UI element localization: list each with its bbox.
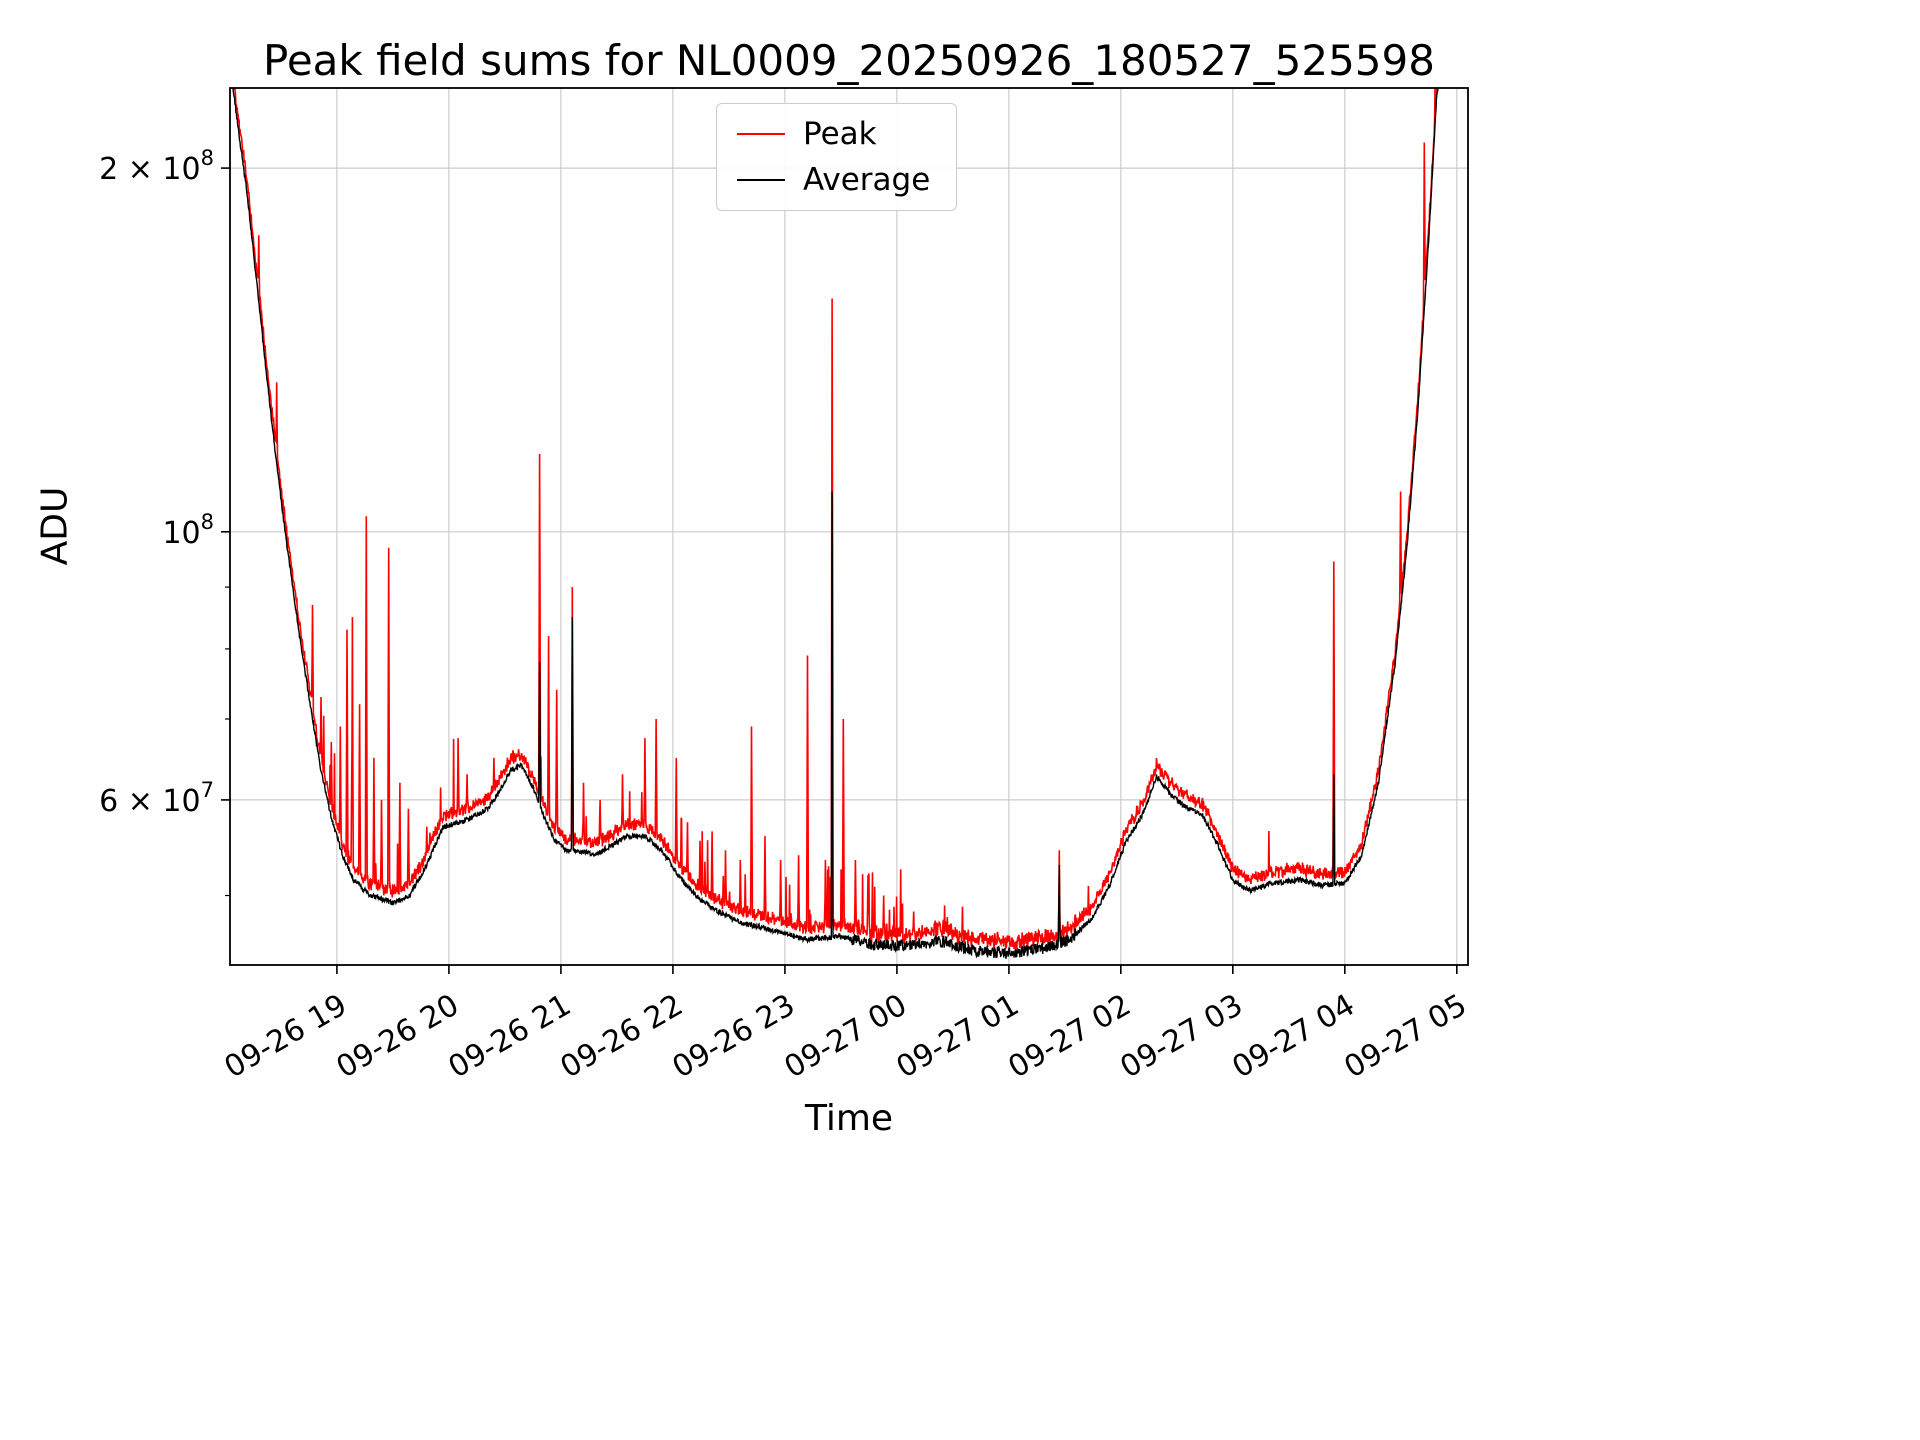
x-tick-label: 09-26 20 — [331, 988, 465, 1086]
y-tick-label: 6 × 107 — [99, 778, 214, 819]
x-tick-label: 09-27 00 — [779, 988, 913, 1086]
x-tick-label: 09-27 03 — [1114, 988, 1248, 1086]
x-tick-label: 09-27 01 — [891, 988, 1025, 1086]
x-tick-label: 09-27 04 — [1226, 988, 1360, 1086]
x-tick-label: 09-27 02 — [1002, 988, 1136, 1086]
x-tick-label: 09-26 19 — [219, 988, 353, 1086]
legend-label-peak: Peak — [803, 116, 877, 152]
legend-label-average: Average — [803, 162, 931, 198]
x-tick-label: 09-27 05 — [1338, 988, 1472, 1086]
y-tick-label: 2 × 108 — [99, 146, 214, 187]
average-series-line — [232, 88, 1439, 959]
legend: Peak Average — [716, 103, 958, 211]
x-tick-label: 09-26 23 — [667, 988, 801, 1086]
x-axis-label: Time — [804, 1098, 894, 1139]
y-tick-label: 108 — [162, 510, 214, 551]
legend-item-peak: Peak — [737, 116, 930, 152]
peak-series-line — [233, 88, 1438, 951]
x-tick-label: 09-26 22 — [555, 988, 689, 1086]
average-line-swatch — [737, 179, 785, 181]
plot-border — [229, 87, 1469, 966]
chart-title: Peak field sums for NL0009_20250926_1805… — [263, 36, 1435, 85]
x-tick-label: 09-26 21 — [443, 988, 577, 1086]
legend-item-average: Average — [737, 162, 930, 198]
peak-line-swatch — [737, 133, 785, 135]
